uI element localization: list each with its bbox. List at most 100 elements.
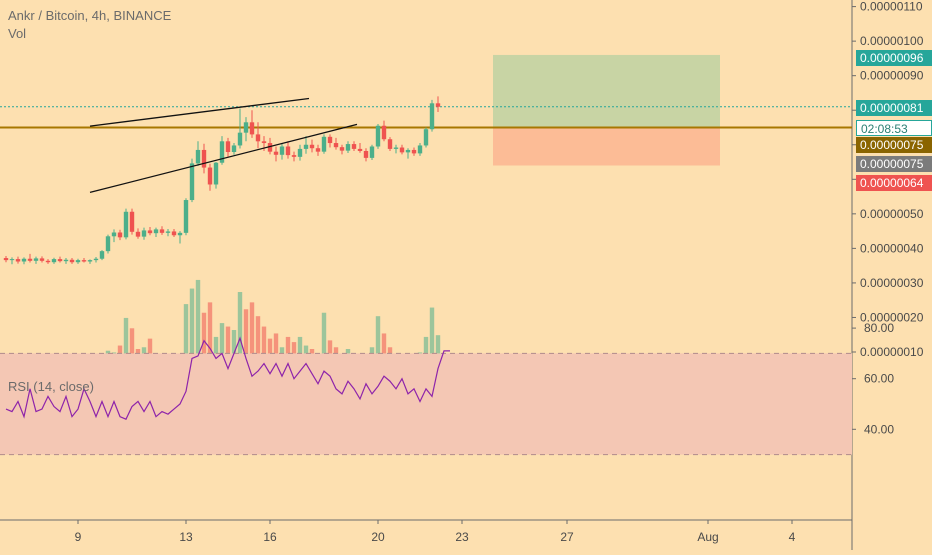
- candle-body: [333, 143, 339, 148]
- volume-bar: [243, 309, 249, 368]
- time-tick-label: 4: [789, 530, 796, 544]
- symbol-legend[interactable]: Ankr / Bitcoin, 4h, BINANCE: [8, 8, 172, 23]
- candle-body: [291, 155, 297, 157]
- candle-body: [99, 251, 105, 259]
- candle-body: [411, 149, 417, 154]
- candle-body: [213, 162, 219, 185]
- candle-body: [69, 259, 75, 263]
- volume-bar: [375, 316, 381, 368]
- volume-bar: [249, 302, 255, 368]
- candle-body: [339, 147, 345, 151]
- candle-body: [3, 258, 9, 261]
- candle-body: [45, 260, 51, 263]
- volume-bar: [423, 336, 429, 368]
- price-tick-label: 0.00000020: [860, 310, 924, 324]
- candle-body: [297, 148, 303, 157]
- candle-body: [255, 134, 261, 142]
- volume-bar: [225, 326, 231, 368]
- volume-bar: [129, 328, 135, 368]
- price-tick-label: 0.00000050: [860, 207, 924, 221]
- candle-body: [81, 260, 87, 262]
- candle-body: [15, 259, 21, 262]
- candle-body: [171, 231, 177, 236]
- candle-body: [117, 232, 123, 238]
- volume-legend[interactable]: Vol: [8, 26, 27, 41]
- candle-body: [417, 145, 423, 154]
- candle-body: [345, 144, 351, 151]
- volume-bar: [297, 336, 303, 368]
- rsi-legend[interactable]: RSI (14, close): [8, 379, 94, 394]
- candle-body: [435, 103, 441, 107]
- candle-body: [93, 258, 99, 261]
- candle-body: [243, 122, 249, 133]
- candle-body: [327, 136, 333, 144]
- bar-countdown-tag: 02:08:53: [856, 120, 932, 136]
- candle-body: [237, 132, 243, 146]
- rsi-tick-label: 40.00: [864, 422, 894, 436]
- candle-body: [309, 144, 315, 149]
- candle-body: [285, 146, 291, 156]
- candle-body: [393, 147, 399, 149]
- candle-body: [123, 211, 129, 238]
- volume-bar: [219, 323, 225, 368]
- candle-body: [387, 139, 393, 149]
- candle-body: [87, 260, 93, 262]
- price-tick-label: 0.00000110: [860, 0, 923, 14]
- rsi-line: [5, 336, 450, 420]
- candle-body: [351, 144, 357, 149]
- candle-body: [231, 145, 237, 153]
- volume-bar: [183, 304, 189, 368]
- candle-body: [195, 149, 201, 164]
- candle-body: [183, 200, 189, 233]
- price-tick-label: 0.00000010: [860, 345, 924, 359]
- rsi-tick-label: 80.00: [864, 321, 894, 335]
- time-tick-label: 16: [263, 530, 277, 544]
- candle-body: [381, 125, 387, 140]
- candle-body: [21, 258, 27, 262]
- candle-body: [315, 148, 321, 152]
- candle-body: [201, 149, 207, 168]
- candle-body: [51, 259, 57, 263]
- candle-body: [279, 146, 285, 155]
- candle-body: [363, 150, 369, 158]
- volume-bar: [285, 336, 291, 368]
- price-tick-label: 0.00000030: [860, 276, 924, 290]
- candle-body: [153, 229, 159, 234]
- channel-lower-line: [89, 123, 358, 194]
- candle-body: [159, 229, 165, 233]
- candle-body: [273, 151, 279, 155]
- candle-body: [33, 258, 39, 261]
- time-tick-label: 27: [560, 530, 574, 544]
- time-tick-label: 9: [75, 530, 82, 544]
- volume-bar: [255, 316, 261, 368]
- volume-bar: [273, 333, 279, 368]
- volume-bar: [147, 338, 153, 368]
- target-zone: [493, 54, 720, 128]
- channel-upper-line: [89, 97, 310, 127]
- candle-body: [27, 258, 33, 261]
- time-tick-label: 23: [455, 530, 469, 544]
- candle-body: [321, 136, 327, 152]
- volume-bar: [261, 326, 267, 368]
- candle-body: [405, 149, 411, 153]
- stop-zone: [493, 127, 720, 166]
- volume-bar: [231, 330, 237, 368]
- level-price-tag: 0.00000075: [856, 137, 932, 153]
- candle-body: [399, 147, 405, 153]
- volume-bar: [237, 292, 243, 368]
- candle-body: [39, 258, 45, 261]
- candle-body: [75, 260, 81, 263]
- candle-body: [111, 232, 117, 237]
- volume-bar: [381, 333, 387, 368]
- volume-bar: [213, 336, 219, 368]
- price-tick-label: 0.00000100: [860, 34, 924, 48]
- volume-bar: [189, 288, 195, 368]
- candle-body: [369, 146, 375, 158]
- candle-body: [189, 163, 195, 201]
- entry-price-tag: 0.00000075: [856, 156, 932, 172]
- candle-body: [147, 230, 153, 234]
- volume-bar: [195, 279, 201, 368]
- candle-body: [9, 259, 15, 261]
